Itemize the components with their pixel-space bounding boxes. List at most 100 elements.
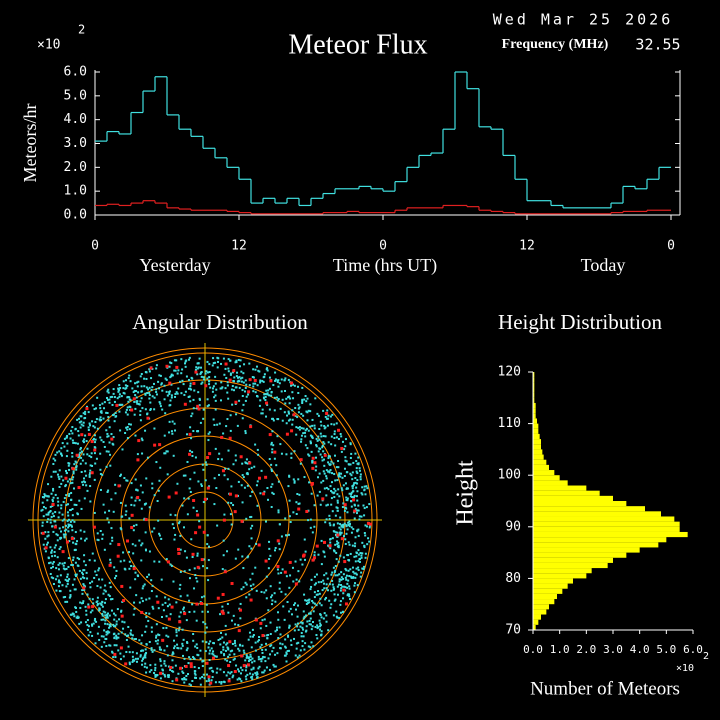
- meteor-dot: [228, 492, 232, 496]
- meteor-dot: [359, 552, 362, 555]
- meteor-dot: [281, 643, 284, 646]
- meteor-dot: [338, 526, 341, 529]
- meteor-dot: [89, 500, 92, 503]
- meteor-dot: [310, 450, 313, 453]
- meteor-dot: [222, 648, 225, 651]
- meteor-dot: [206, 371, 209, 374]
- meteor-dot: [42, 515, 45, 518]
- meteor-dot: [231, 403, 234, 406]
- meteor-dot: [54, 493, 57, 496]
- meteor-dot: [192, 430, 195, 433]
- meteor-dot: [320, 581, 323, 584]
- meteor-dot: [323, 487, 326, 490]
- meteor-dot: [278, 382, 281, 385]
- meteor-dot: [288, 624, 291, 627]
- meteor-dot: [144, 549, 147, 552]
- meteor-dot: [292, 511, 295, 514]
- meteor-dot: [164, 377, 167, 380]
- meteor-dot: [352, 496, 355, 499]
- meteor-dot: [227, 611, 230, 614]
- histogram-bar: [533, 547, 640, 553]
- meteor-dot: [315, 593, 318, 596]
- meteor-dot: [40, 509, 43, 512]
- meteor-dot: [142, 656, 145, 659]
- meteor-dot: [103, 445, 106, 448]
- meteor-dot: [119, 501, 122, 504]
- meteor-dot: [169, 613, 172, 616]
- meteor-dot: [240, 370, 243, 373]
- meteor-dot: [181, 368, 184, 371]
- meteor-dot: [53, 554, 56, 557]
- meteor-dot: [188, 432, 192, 436]
- meteor-dot: [108, 401, 111, 404]
- meteor-dot: [287, 396, 290, 399]
- meteor-dot: [338, 473, 341, 476]
- meteor-dot: [132, 552, 135, 555]
- meteor-dot: [325, 572, 328, 575]
- meteor-dot: [50, 492, 53, 495]
- meteor-dot: [280, 378, 283, 381]
- meteor-dot: [330, 460, 333, 463]
- meteor-dot: [226, 646, 229, 649]
- histogram-bar: [533, 537, 667, 543]
- meteor-dot: [222, 641, 225, 644]
- meteor-dot: [141, 587, 144, 590]
- meteor-dot: [42, 543, 45, 546]
- meteor-dot: [249, 598, 253, 602]
- meteor-dot: [171, 374, 174, 377]
- meteor-dot: [85, 609, 88, 612]
- meteor-dot: [150, 579, 153, 582]
- meteor-dot: [129, 408, 132, 411]
- meteor-dot: [86, 453, 89, 456]
- meteor-dot: [50, 475, 53, 478]
- meteor-dot: [222, 432, 225, 435]
- meteor-dot: [340, 584, 343, 587]
- meteor-dot: [261, 657, 264, 660]
- meteor-dot: [297, 641, 300, 644]
- meteor-dot: [101, 578, 104, 581]
- meteor-dot: [102, 503, 105, 506]
- meteor-dot: [105, 396, 108, 399]
- meteor-dot: [113, 636, 116, 639]
- meteor-dot: [367, 537, 370, 540]
- meteor-dot: [313, 554, 316, 557]
- meteor-dot: [251, 673, 254, 676]
- meteor-dot: [80, 537, 83, 540]
- meteor-dot: [158, 374, 161, 377]
- meteor-dot: [325, 477, 328, 480]
- meteor-dot: [108, 626, 111, 629]
- meteor-dot: [360, 554, 363, 557]
- meteor-dot: [141, 659, 144, 662]
- meteor-dot: [278, 523, 281, 526]
- meteor-dot: [304, 429, 307, 432]
- meteor-dot: [115, 620, 118, 623]
- meteor-dot: [368, 540, 371, 543]
- meteor-dot: [325, 494, 328, 497]
- meteor-dot: [325, 587, 328, 590]
- meteor-dot: [103, 401, 106, 404]
- meteor-dot: [95, 407, 98, 410]
- meteor-dot: [347, 541, 350, 544]
- meteor-dot: [57, 568, 60, 571]
- meteor-dot: [239, 359, 242, 362]
- meteor-dot: [237, 358, 240, 361]
- meteor-dot: [292, 580, 295, 583]
- meteor-dot: [53, 525, 57, 529]
- meteor-dot: [277, 509, 280, 512]
- meteor-dot: [170, 396, 173, 399]
- meteor-dot: [319, 503, 322, 506]
- meteor-dot: [355, 573, 358, 576]
- meteor-dot: [71, 478, 74, 481]
- meteor-dot: [273, 450, 277, 454]
- meteor-dot: [363, 488, 366, 491]
- meteor-dot: [367, 521, 371, 525]
- meteor-dot: [52, 470, 55, 473]
- meteor-dot: [287, 378, 290, 381]
- meteor-dot: [348, 587, 351, 590]
- meteor-dot: [339, 523, 342, 526]
- meteor-dot: [170, 605, 174, 609]
- meteor-dot: [89, 485, 92, 488]
- meteor-dot: [143, 665, 146, 668]
- meteor-dot: [233, 376, 236, 379]
- meteor-dot: [136, 453, 139, 456]
